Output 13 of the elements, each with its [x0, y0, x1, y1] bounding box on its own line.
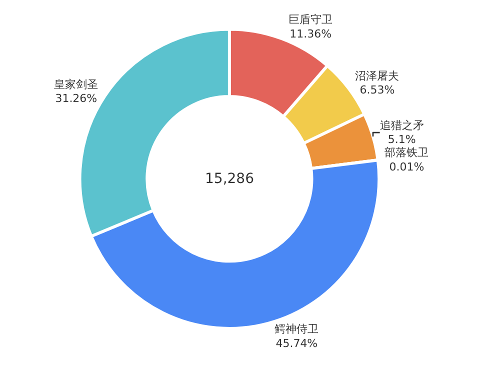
text: 15,286 — [205, 171, 254, 187]
slice-label: 沼泽屠夫 — [355, 69, 400, 82]
data-label: 11.36% — [290, 27, 332, 40]
data-label: 0.01% — [389, 160, 424, 174]
data-label: 6.53% — [360, 84, 395, 97]
slice-label: 部落铁卫 — [384, 146, 429, 160]
slice-label: 鳄神侍卫 — [274, 322, 319, 336]
slice-label: 巨盾守卫 — [288, 12, 333, 26]
slice-label: 皇家剑圣 — [54, 78, 98, 91]
slice-label: 追猎之矛 — [380, 118, 424, 132]
data-label: 45.74% — [276, 336, 318, 350]
data-label: 5.1% — [388, 133, 416, 146]
data-label: 31.26% — [55, 92, 98, 106]
